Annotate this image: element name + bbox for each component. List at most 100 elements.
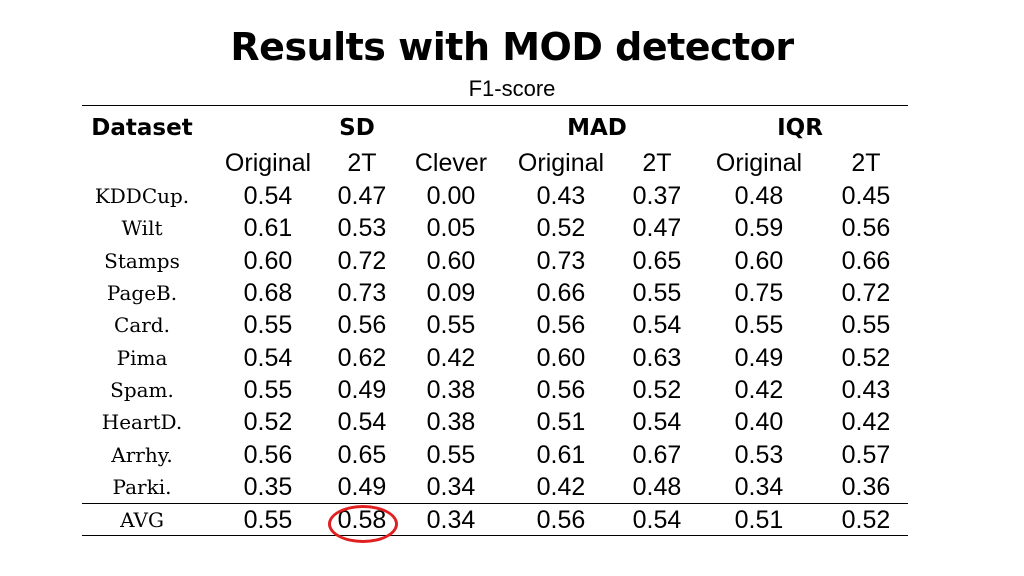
table-cell: 0.73 (536, 247, 586, 275)
table-cell: 0.60 (536, 344, 586, 372)
table-cell: 0.67 (632, 441, 682, 469)
dataset-header: Dataset (91, 115, 193, 141)
group-header: IQR (777, 115, 823, 141)
table-cell: 0.52 (536, 214, 586, 242)
table-cell: 0.54 (632, 311, 682, 339)
table-cell: 0.63 (632, 344, 682, 372)
row-label: Wilt (121, 216, 163, 240)
table-cell: 0.66 (536, 279, 586, 307)
table-cell: 0.65 (337, 441, 387, 469)
table-cell: 0.38 (426, 376, 476, 404)
table-cell: 0.53 (734, 441, 784, 469)
table-cell: 0.55 (841, 311, 891, 339)
row-label: Pima (116, 346, 168, 370)
subcolumn-header: 2T (347, 149, 377, 177)
table-top-rule (82, 105, 908, 106)
table-cell: 0.51 (734, 506, 784, 534)
table-cell: 0.52 (243, 408, 293, 436)
table-cell: 0.66 (841, 247, 891, 275)
table-bottom-rule (82, 535, 908, 536)
table-cell: 0.68 (243, 279, 293, 307)
table-cell: 0.55 (243, 506, 293, 534)
table-cell: 0.34 (426, 473, 476, 501)
table-cell: 0.57 (841, 441, 891, 469)
table-cell: 0.40 (734, 408, 784, 436)
row-label: Stamps (104, 249, 180, 273)
table-cell: 0.35 (243, 473, 293, 501)
row-label: Arrhy. (111, 443, 173, 467)
table-cell: 0.52 (632, 376, 682, 404)
table-cell: 0.42 (426, 344, 476, 372)
group-header: SD (339, 115, 375, 141)
table-cell: 0.43 (841, 376, 891, 404)
table-cell: 0.42 (841, 408, 891, 436)
table-cell: 0.00 (426, 182, 476, 210)
table-cell: 0.48 (734, 182, 784, 210)
table-cell: 0.55 (734, 311, 784, 339)
table-cell: 0.61 (243, 214, 293, 242)
table-cell: 0.56 (536, 506, 586, 534)
table-cell: 0.49 (734, 344, 784, 372)
table-cell: 0.59 (734, 214, 784, 242)
table-cell: 0.54 (243, 182, 293, 210)
table-cell: 0.09 (426, 279, 476, 307)
table-cell: 0.54 (243, 344, 293, 372)
table-cell: 0.60 (243, 247, 293, 275)
page-title: Results with MOD detector (230, 25, 794, 69)
subcolumn-header: Original (517, 149, 605, 177)
table-cell: 0.51 (536, 408, 586, 436)
table-cell: 0.43 (536, 182, 586, 210)
table-cell: 0.73 (337, 279, 387, 307)
table-cell: 0.52 (841, 506, 891, 534)
table-cell: 0.55 (243, 311, 293, 339)
group-header: MAD (567, 115, 627, 141)
table-cell: 0.54 (632, 506, 682, 534)
subcolumn-header: Original (715, 149, 803, 177)
table-cell: 0.47 (337, 182, 387, 210)
row-label: Parki. (112, 475, 172, 499)
table-cell: 0.60 (734, 247, 784, 275)
subcolumn-header: Clever (414, 149, 488, 177)
subcolumn-header: 2T (851, 149, 881, 177)
table-cell: 0.47 (632, 214, 682, 242)
table-cell: 0.36 (841, 473, 891, 501)
row-label: Spam. (110, 378, 174, 402)
table-cell: 0.34 (734, 473, 784, 501)
table-cell: 0.45 (841, 182, 891, 210)
table-avg-rule (82, 503, 908, 504)
row-label: AVG (120, 508, 164, 532)
table-cell: 0.05 (426, 214, 476, 242)
table-cell: 0.37 (632, 182, 682, 210)
table-cell: 0.54 (632, 408, 682, 436)
table-cell: 0.49 (337, 376, 387, 404)
table-cell: 0.72 (337, 247, 387, 275)
table-cell: 0.55 (426, 311, 476, 339)
table-cell: 0.75 (734, 279, 784, 307)
table-cell: 0.61 (536, 441, 586, 469)
table-cell: 0.65 (632, 247, 682, 275)
table-cell: 0.48 (632, 473, 682, 501)
table-cell: 0.38 (426, 408, 476, 436)
table-cell: 0.55 (426, 441, 476, 469)
table-cell: 0.49 (337, 473, 387, 501)
table-cell: 0.42 (734, 376, 784, 404)
table-cell: 0.55 (243, 376, 293, 404)
row-label: PageB. (106, 281, 178, 305)
table-cell: 0.34 (426, 506, 476, 534)
table-cell: 0.62 (337, 344, 387, 372)
table-cell: 0.72 (841, 279, 891, 307)
table-cell: 0.52 (841, 344, 891, 372)
table-cell: 0.56 (536, 376, 586, 404)
table-cell: 0.60 (426, 247, 476, 275)
table-cell: 0.55 (632, 279, 682, 307)
table-cell: 0.54 (337, 408, 387, 436)
subcolumn-header: 2T (642, 149, 672, 177)
row-label: Card. (114, 313, 170, 337)
row-label: KDDCup. (94, 184, 190, 208)
table-cell: 0.56 (243, 441, 293, 469)
table-cell: 0.56 (337, 311, 387, 339)
highlight-circle (328, 505, 398, 543)
table-cell: 0.56 (841, 214, 891, 242)
subcolumn-header: Original (224, 149, 312, 177)
table-cell: 0.42 (536, 473, 586, 501)
